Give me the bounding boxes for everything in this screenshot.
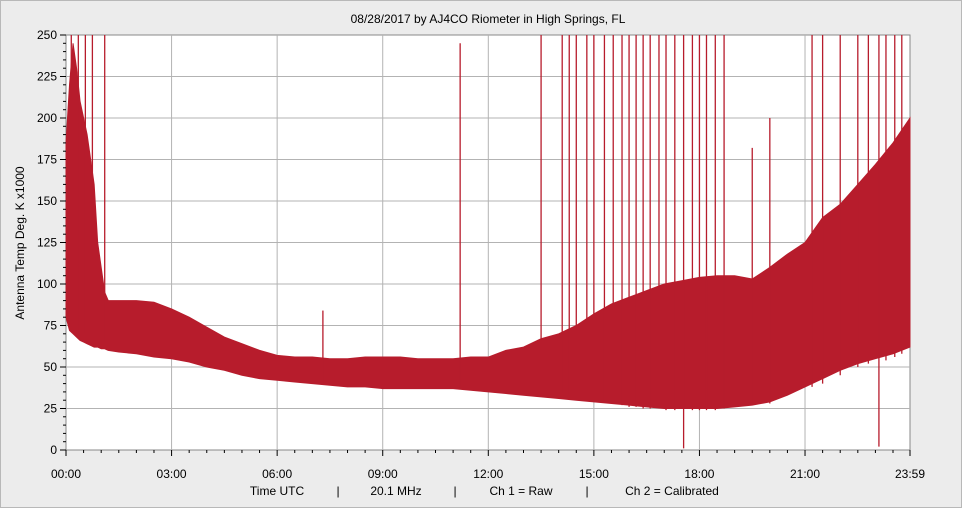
y-tick-label: 150 bbox=[37, 194, 57, 208]
footer-separator-3: | bbox=[585, 484, 588, 498]
x-tick-label: 18:00 bbox=[684, 467, 714, 481]
footer-ch2: Ch 2 = Calibrated bbox=[625, 484, 719, 498]
footer-frequency: 20.1 MHz bbox=[370, 484, 421, 498]
x-tick-label: 21:00 bbox=[790, 467, 820, 481]
x-tick-labels: 00:00 03:00 06:00 09:00 12:00 15:00 18:00 21:00… bbox=[51, 467, 925, 481]
footer-separator-1: | bbox=[336, 484, 339, 498]
x-tick-label: 15:00 bbox=[579, 467, 609, 481]
footer: Time UTC | 20.1 MHz | Ch 1 = Raw | Ch 2 … bbox=[250, 484, 719, 498]
y-tick-label: 200 bbox=[37, 111, 57, 125]
y-tick-label: 25 bbox=[44, 402, 58, 416]
y-tick-label: 0 bbox=[50, 443, 57, 457]
data-layer bbox=[65, 35, 911, 449]
x-tick-label: 00:00 bbox=[51, 467, 81, 481]
y-tick-label: 100 bbox=[37, 277, 57, 291]
y-tick-label: 125 bbox=[37, 236, 57, 250]
y-tick-label: 75 bbox=[44, 319, 58, 333]
y-axis-label: Antenna Temp Deg. K x1000 bbox=[13, 166, 27, 320]
chart-title: 08/28/2017 by AJ4CO Riometer in High Spr… bbox=[351, 12, 626, 26]
y-tick-label: 50 bbox=[44, 360, 58, 374]
y-tick-labels: 0 25 50 75 100 125 150 175 200 225 250 bbox=[37, 28, 57, 457]
footer-time-label: Time UTC bbox=[250, 484, 305, 498]
y-tick-label: 225 bbox=[37, 70, 57, 84]
tick-layer bbox=[60, 34, 911, 456]
footer-separator-2: | bbox=[453, 484, 456, 498]
x-tick-label: 23:59 bbox=[895, 467, 925, 481]
y-tick-label: 250 bbox=[37, 28, 57, 42]
x-tick-label: 03:00 bbox=[157, 467, 187, 481]
x-tick-label: 09:00 bbox=[368, 467, 398, 481]
footer-ch1: Ch 1 = Raw bbox=[489, 484, 552, 498]
x-tick-label: 12:00 bbox=[473, 467, 503, 481]
x-tick-label: 06:00 bbox=[262, 467, 292, 481]
y-tick-label: 175 bbox=[37, 153, 57, 167]
